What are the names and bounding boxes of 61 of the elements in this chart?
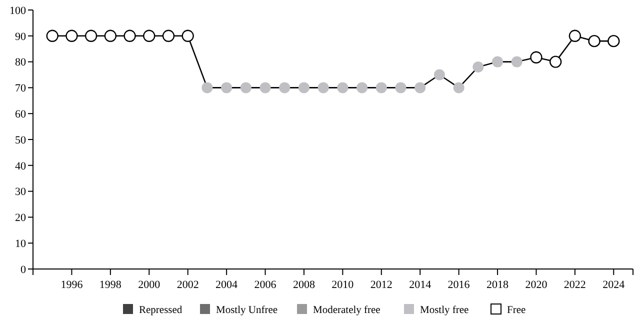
y-tick-label: 40	[15, 160, 26, 172]
y-tick-label: 70	[15, 82, 26, 95]
legend-label: Mostly Unfree	[216, 305, 278, 316]
legend-label: Mostly free	[420, 305, 470, 316]
x-tick-label: 2022	[564, 279, 586, 291]
y-tick-label: 30	[15, 186, 26, 198]
point	[588, 34, 600, 48]
x-tick-label: 2016	[448, 279, 470, 291]
point	[492, 56, 504, 68]
point	[124, 30, 136, 42]
point	[104, 30, 117, 42]
point	[395, 82, 406, 94]
point	[46, 30, 58, 42]
y-tick-label: 60	[15, 108, 26, 120]
x-tick-label: 2002	[176, 279, 199, 291]
x-tick-label: 2010	[332, 279, 354, 291]
y-tick-label: 50	[15, 134, 26, 146]
point	[318, 82, 329, 94]
point	[376, 82, 387, 94]
point	[279, 82, 290, 94]
x-tick-label: 2006	[254, 279, 277, 291]
point	[221, 82, 232, 94]
x-tick-label: 2008	[292, 279, 316, 291]
point	[472, 61, 484, 72]
point	[240, 82, 252, 94]
x-tick-label: 2014	[409, 279, 432, 291]
point	[453, 82, 464, 94]
point	[530, 51, 542, 64]
x-tick-label: 2024	[602, 279, 626, 291]
y-tick-label: 90	[15, 30, 26, 43]
point	[143, 30, 156, 42]
legend-label: Repressed	[139, 305, 183, 316]
point	[511, 56, 522, 68]
x-tick-label: 2012	[370, 279, 392, 291]
point	[162, 30, 175, 42]
legend-label: Moderately free	[313, 305, 381, 316]
point	[549, 56, 562, 68]
x-tick-label: 2000	[138, 279, 161, 291]
legend-label: Free	[507, 305, 526, 316]
point	[337, 82, 348, 94]
y-tick-label: 0	[20, 264, 26, 276]
point	[414, 82, 426, 94]
y-tick-label: 100	[10, 4, 26, 17]
point	[608, 34, 620, 48]
x-tick-label: 1996	[60, 279, 84, 291]
y-tick-label: 20	[15, 212, 26, 224]
point	[182, 30, 194, 42]
x-tick-label: 2004	[216, 279, 238, 291]
y-tick-label: 80	[15, 56, 26, 69]
point	[298, 82, 310, 94]
point	[202, 82, 213, 94]
point	[434, 69, 445, 80]
x-tick-label: 1998	[99, 279, 122, 291]
point	[66, 30, 78, 42]
x-tick-label: 2018	[486, 279, 510, 291]
x-tick-label: 2020	[525, 279, 548, 291]
y-tick-label: 10	[15, 238, 26, 250]
point	[356, 82, 368, 94]
point	[568, 30, 582, 42]
point	[260, 82, 271, 94]
point	[84, 30, 98, 42]
